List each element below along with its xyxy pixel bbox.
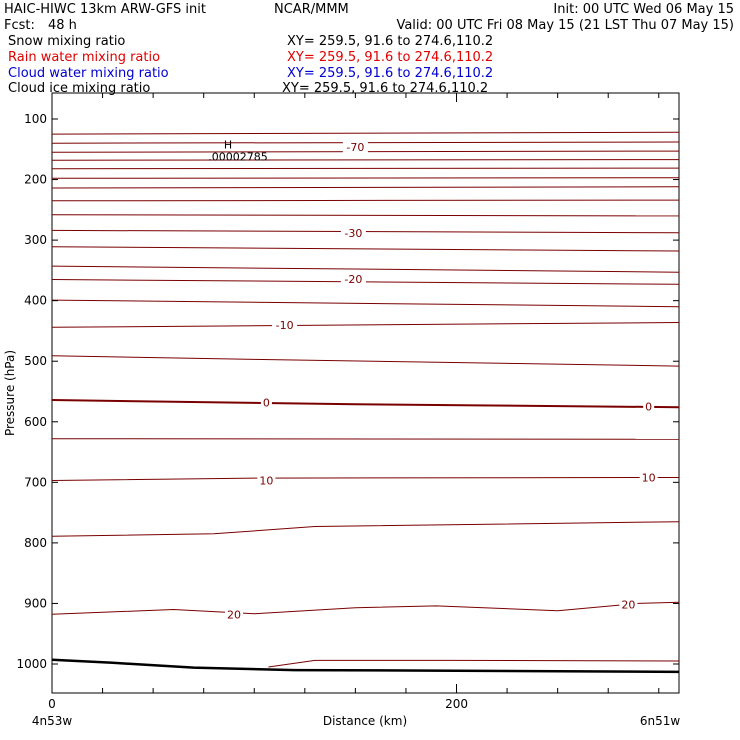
forecast-hours: 48 h <box>48 18 77 33</box>
field-cloud-ice-xy: XY= 259.5, 91.6 to 274.6,110.2 <box>282 81 489 96</box>
contour-label-bg <box>619 597 638 611</box>
y-tick-label: 100 <box>24 112 47 126</box>
contour-label: 20 <box>227 608 241 621</box>
max-marker-value: .00002785 <box>208 150 268 163</box>
y-tick-label: 300 <box>24 233 47 247</box>
isotherm-line <box>51 159 680 161</box>
y-tick-label: 500 <box>24 354 47 368</box>
y-tick-label: 1000 <box>16 657 47 671</box>
contour-label: 10 <box>642 471 656 484</box>
isotherm-line <box>51 355 680 367</box>
contour-label-bg <box>639 470 658 484</box>
isotherm-line <box>51 177 680 179</box>
y-tick-label: 800 <box>24 536 47 550</box>
init-time: Init: 00 UTC Wed 06 May 15 <box>553 2 734 17</box>
contour-label: -10 <box>276 319 294 332</box>
y-axis-label: Pressure (hPa) <box>3 350 17 436</box>
org-label: NCAR/MMM <box>274 2 349 17</box>
contour-label-bg <box>340 271 366 285</box>
isotherm-line <box>51 601 680 615</box>
isotherm-line <box>51 214 680 217</box>
isotherm-line <box>51 438 680 440</box>
field-rain: Rain water mixing ratio <box>8 50 161 65</box>
contour-labels: -70 -30 -20 -10 0 0 10 10 20 20 <box>225 139 658 621</box>
field-snow: Snow mixing ratio <box>8 34 126 49</box>
terrain-line <box>51 658 680 674</box>
field-cloud-water-xy: XY= 259.5, 91.6 to 274.6,110.2 <box>287 66 494 81</box>
y-tick-label: 600 <box>24 415 47 429</box>
contour-label-bg <box>225 607 244 621</box>
isotherm-line <box>51 131 680 135</box>
x-axis-ticks: 0 200 <box>48 93 660 711</box>
max-marker-symbol: H <box>224 138 232 151</box>
contour-label-bg <box>272 317 298 331</box>
contour-label: 0 <box>263 396 270 409</box>
plot-frame <box>51 92 680 694</box>
valid-time: Valid: 00 UTC Fri 08 May 15 (21 LST Thu … <box>396 18 734 33</box>
isotherm-line <box>51 322 680 328</box>
contour-label: -70 <box>346 141 364 154</box>
contour-label: -20 <box>344 273 362 286</box>
field-rain-xy: XY= 259.5, 91.6 to 274.6,110.2 <box>287 50 494 65</box>
contour-label-bg <box>260 395 272 409</box>
contour-label-bg <box>643 399 655 413</box>
isotherm-line <box>268 659 680 668</box>
contour-label-bg <box>342 139 368 153</box>
x-tick-label: 0 <box>48 697 56 711</box>
isotherm-line <box>51 265 680 273</box>
x-tick-label: 200 <box>445 697 468 711</box>
contour-label-bg <box>257 473 276 487</box>
x-left-endpoint: 4n53w <box>32 714 73 728</box>
field-cloud-water: Cloud water mixing ratio <box>8 66 169 81</box>
contour-label: 20 <box>621 599 635 612</box>
isotherm-line <box>51 246 680 252</box>
forecast-label: Fcst: <box>4 18 35 33</box>
x-axis-label: Distance (km) <box>323 714 407 728</box>
contour-label: 10 <box>259 475 273 488</box>
x-right-endpoint: 6n51w <box>640 714 681 728</box>
isotherm-line <box>51 521 680 537</box>
isotherm-line <box>51 186 680 189</box>
y-tick-label: 900 <box>24 596 47 610</box>
y-tick-label: 700 <box>24 475 47 489</box>
isotherm-line <box>51 399 680 409</box>
y-tick-label: 200 <box>24 173 47 187</box>
model-title: HAIC-HIWC 13km ARW-GFS init <box>4 2 206 17</box>
contour-label: -30 <box>344 227 362 240</box>
y-tick-label: 400 <box>24 294 47 308</box>
isotherm-line <box>51 299 680 308</box>
field-cloud-ice: Cloud ice mixing ratio <box>8 81 151 96</box>
contour-label-bg <box>340 225 366 239</box>
contour-label: 0 <box>645 401 652 414</box>
isotherm-line <box>51 167 680 170</box>
contour-lines <box>51 131 680 668</box>
field-snow-xy: XY= 259.5, 91.6 to 274.6,110.2 <box>287 34 494 49</box>
isotherm-line <box>51 477 680 481</box>
isotherm-line <box>51 199 680 202</box>
